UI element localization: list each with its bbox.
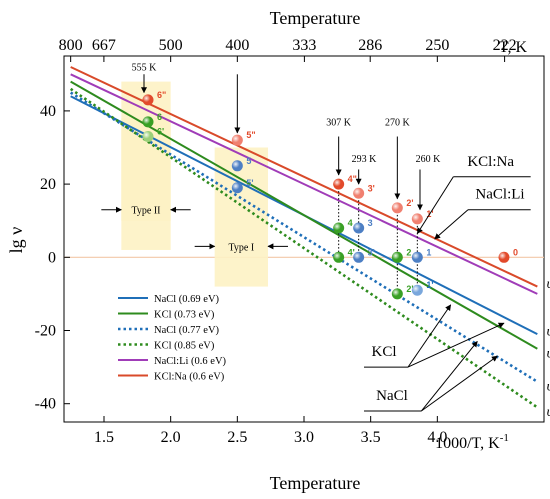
nacl-arrow-1 [420,341,478,412]
line-end-label: υc− [547,342,550,364]
y-tick-label: -40 [35,396,56,413]
point-label: 3' [368,247,375,257]
legend-label: NaCl (0.77 eV) [154,325,220,336]
data-point-highlight [142,94,154,106]
label-nacl-li: NaCl:Li [475,187,524,203]
point-label: 5' [246,178,253,188]
data-point-highlight [231,160,243,172]
point-label: 3 [368,218,373,228]
point-label: 5" [246,130,255,140]
x-unit-label: 1000/T, K-1 [435,432,509,452]
top-tick-label: 222 [493,37,517,54]
x-tick-label: 3.5 [361,429,381,446]
point-label: 1' [426,280,433,290]
point-label: 4" [348,174,357,184]
point-label: 6' [157,127,164,137]
label-270k: 270 K [385,118,411,129]
legend: NaCl (0.69 eV) KCl (0.73 eV) NaCl (0.77 eV… [118,294,227,383]
point-label: 5 [246,156,251,166]
top-tick-label: 667 [92,37,116,54]
nacl-arrow-2 [421,355,498,412]
point-label: 2' [406,284,413,294]
nacl-li-arrow [434,209,469,240]
data-point-highlight [333,178,345,190]
annotations: Type II Type I 555 K 307 K 270 K 293 K 260 K KC… [101,63,550,423]
point-label: 3' [368,183,375,193]
point-label: 2 [406,247,411,257]
data-point-highlight [231,134,243,146]
line-end-label: υc− [547,321,550,343]
legend-label: KCl (0.73 eV) [154,310,215,321]
data-point-highlight [353,251,365,263]
point-label: 1 [426,247,431,257]
data-point-highlight [231,182,243,194]
kcl-arrow-2 [407,322,505,368]
data-point-highlight [333,251,345,263]
legend-label: KCl:Na (0.6 eV) [154,372,225,383]
data-point-highlight [411,213,423,225]
x-axis-title: Temperature [270,473,361,493]
point-label: 6 [157,112,162,122]
line-end-label: υc− [547,273,550,295]
y-axis-title: lg ν [6,227,26,254]
x-tick-label: 2.5 [227,429,247,446]
label-307k: 307 K [326,118,352,129]
x-tick-label: 4.0 [427,429,447,446]
legend-label: NaCl:Li (0.6 eV) [154,356,227,367]
data-point-highlight [498,251,510,263]
data-point-highlight [411,251,423,263]
point-label: 4' [348,247,355,257]
y-tick-label: 20 [40,176,56,193]
chart-title: Temperature [270,8,361,28]
series-line [69,87,539,409]
y-tick-label: -20 [35,323,56,340]
label-nacl: NaCl [376,388,408,404]
line-end-label: υa+ [547,375,550,397]
top-tick-label: 333 [292,37,316,54]
label-260k: 260 K [416,154,442,165]
top-tick-label: 286 [358,37,382,54]
kcl-arrow-1 [407,304,452,368]
y-tick-label: 40 [40,103,56,120]
type-i-label: Type I [228,242,254,253]
top-tick-label: 800 [59,37,83,54]
point-label: 2' [406,198,413,208]
point-label: 6" [157,90,166,100]
x-tick-label: 1.5 [94,429,114,446]
label-kcl-na: KCl:Na [467,154,514,170]
data-points: 6"66'5"55'4"44'3'33'2'22'1'11'0 [142,90,518,300]
legend-label: NaCl (0.69 eV) [154,294,220,305]
data-point-highlight [391,202,403,214]
data-point-highlight [333,222,345,234]
data-point-highlight [142,116,154,128]
label-555k: 555 K [132,63,158,74]
data-point-highlight [353,222,365,234]
top-unit-label: T, K [499,39,528,56]
data-point-highlight [142,131,154,143]
data-point-highlight [391,288,403,300]
x-tick-label: 3.0 [294,429,314,446]
label-kcl: KCl [371,344,396,360]
type-ii-label: Type II [131,206,160,217]
series-line [69,91,539,383]
data-point-highlight [353,187,365,199]
top-tick-label: 400 [225,37,249,54]
label-293k: 293 K [352,154,378,165]
point-label: 0 [513,247,518,257]
x-tick-label: 2.0 [161,429,181,446]
data-point-highlight [411,284,423,296]
point-label: 4 [348,218,353,228]
series-line [70,73,538,295]
line-end-label: υa+ [547,401,550,423]
data-point-highlight [391,251,403,263]
top-tick-label: 250 [425,37,449,54]
y-tick-label: 0 [48,249,56,266]
top-tick-label: 500 [159,37,183,54]
legend-label: KCl (0.85 eV) [154,341,215,352]
kcl-na-arrow [416,176,454,235]
